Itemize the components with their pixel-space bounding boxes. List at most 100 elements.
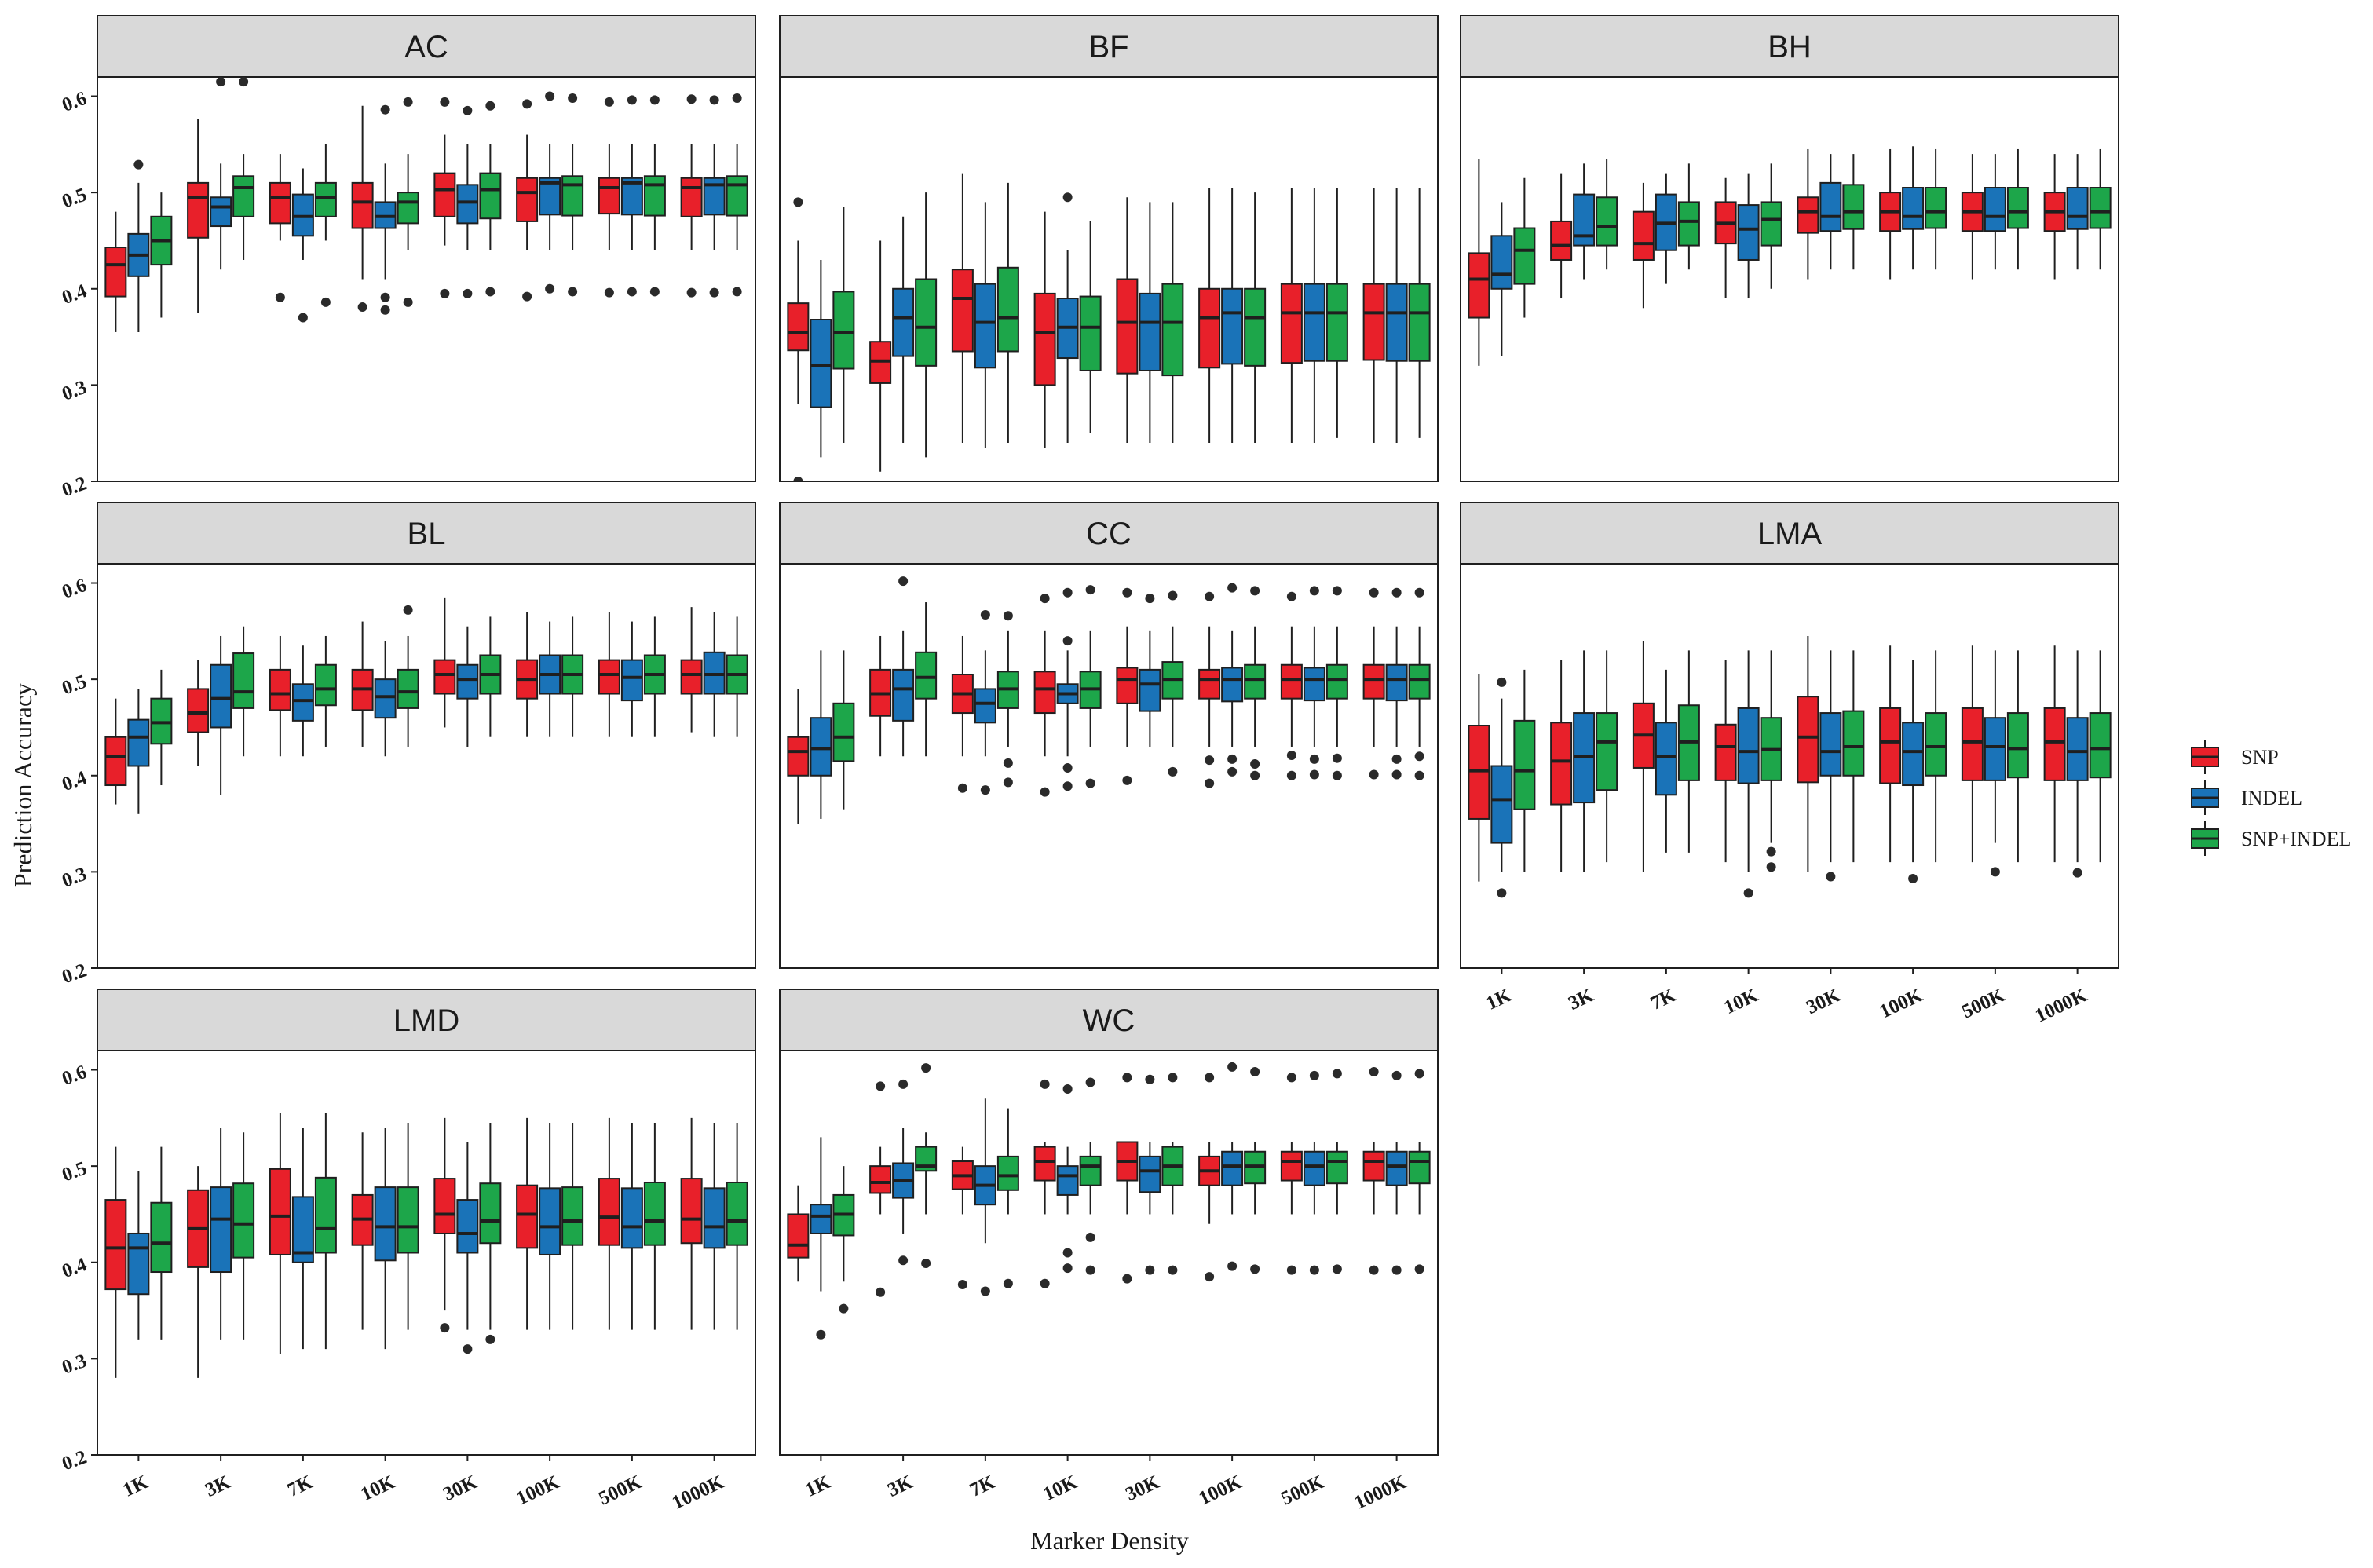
- outlier-point: [485, 101, 495, 111]
- box-snp-plus-indel: [832, 207, 855, 443]
- plot-area: [779, 76, 1439, 482]
- box-indel: [1573, 650, 1596, 872]
- box-snp-plus-indel: [996, 611, 1019, 788]
- outlier-point: [1062, 1263, 1073, 1274]
- box-snp-plus-indel: [915, 602, 938, 757]
- y-tick-label: 0.4: [59, 280, 90, 309]
- outlier-point: [957, 783, 967, 793]
- box-snp: [1280, 1073, 1303, 1275]
- box-snp: [598, 612, 620, 737]
- box-body: [1303, 1150, 1325, 1186]
- box-snp: [516, 99, 539, 302]
- box-body: [1842, 184, 1865, 230]
- outlier-point: [1205, 1073, 1215, 1083]
- box-body: [1385, 283, 1408, 362]
- box-indel: [1490, 202, 1513, 356]
- box-body: [397, 1186, 419, 1254]
- box-indel: [210, 635, 232, 795]
- box-snp: [1714, 660, 1737, 863]
- box-body: [1408, 663, 1431, 700]
- panel-title: CC: [1086, 517, 1132, 551]
- x-tick-label: 30K: [440, 1471, 481, 1505]
- box-snp: [1280, 591, 1303, 780]
- box-body: [680, 177, 703, 217]
- box-snp: [1116, 1073, 1139, 1284]
- box-snp: [787, 197, 810, 481]
- box-body: [479, 172, 502, 220]
- outlier-point: [522, 99, 532, 109]
- y-tick-label: 0.5: [59, 184, 90, 212]
- box-snp: [1797, 635, 1819, 872]
- outlier-point: [1414, 1069, 1424, 1079]
- box-indel: [810, 259, 832, 458]
- outlier-point: [568, 93, 578, 103]
- x-tick-label: 3K: [202, 1471, 234, 1501]
- outlier-point: [1309, 769, 1319, 780]
- box-snp-plus-indel: [996, 1108, 1019, 1288]
- outlier-point: [1766, 846, 1776, 857]
- outlier-point: [522, 291, 532, 302]
- outlier-point: [545, 91, 555, 101]
- outlier-point: [1369, 587, 1379, 598]
- outlier-point: [1414, 770, 1424, 780]
- outlier-point: [1205, 591, 1215, 601]
- box-body: [810, 319, 832, 408]
- box-snp-plus-indel: [643, 616, 666, 737]
- box-snp-plus-indel: [1161, 1073, 1184, 1275]
- outlier-point: [1414, 587, 1424, 598]
- box-body: [516, 177, 539, 222]
- box-body: [1198, 668, 1221, 700]
- outlier-point: [1369, 1265, 1379, 1275]
- box-body: [516, 1184, 539, 1249]
- box-body: [1033, 671, 1056, 715]
- box-snp-plus-indel: [1513, 669, 1536, 872]
- box-body: [598, 1178, 620, 1246]
- x-tick-label: 1K: [803, 1471, 835, 1501]
- outlier-point: [1250, 1264, 1260, 1274]
- box-snp-plus-indel: [1244, 192, 1267, 443]
- box-indel: [456, 105, 479, 298]
- box-snp: [1033, 211, 1056, 448]
- box-snp: [1468, 159, 1490, 366]
- outlier-point: [403, 605, 413, 615]
- box-snp: [951, 1146, 974, 1289]
- box-indel: [810, 1137, 832, 1340]
- outlier-point: [1168, 590, 1178, 601]
- box-body: [232, 175, 255, 217]
- data-layer: [1468, 635, 2112, 898]
- box-body: [1408, 283, 1431, 362]
- box-indel: [1221, 583, 1244, 777]
- box-indel: [1303, 188, 1325, 443]
- box-body: [1325, 1150, 1348, 1185]
- box-body: [539, 1187, 561, 1255]
- panel-title: BH: [1768, 30, 1812, 64]
- box-snp-plus-indel: [643, 1122, 666, 1330]
- box-indel: [1655, 173, 1677, 284]
- outlier-point: [1227, 754, 1238, 764]
- box-body: [643, 1181, 666, 1246]
- outlier-point: [1309, 1265, 1319, 1275]
- x-axis-title: Marker Density: [1030, 1526, 1189, 1555]
- outlier-point: [275, 292, 285, 302]
- x-tick-label: 3K: [1565, 985, 1597, 1014]
- box-indel: [974, 202, 996, 448]
- box-snp-plus-indel: [1079, 585, 1102, 788]
- box-snp: [869, 240, 892, 472]
- box-snp: [351, 105, 374, 313]
- x-tick-label: 1000K: [1351, 1471, 1410, 1514]
- box-indel: [539, 1122, 561, 1330]
- box-body: [456, 663, 479, 700]
- outlier-point: [1391, 754, 1402, 764]
- box-body: [456, 1199, 479, 1254]
- box-body: [1362, 283, 1385, 361]
- outlier-point: [485, 287, 495, 297]
- outlier-point: [876, 1287, 886, 1297]
- box-snp: [1961, 645, 1984, 863]
- box-body: [892, 668, 915, 722]
- box-body: [397, 668, 419, 709]
- box-body: [433, 659, 456, 695]
- box-body: [1221, 1150, 1244, 1186]
- y-tick-label: 0.3: [59, 377, 90, 405]
- outlier-point: [1040, 787, 1050, 797]
- outlier-point: [320, 297, 331, 307]
